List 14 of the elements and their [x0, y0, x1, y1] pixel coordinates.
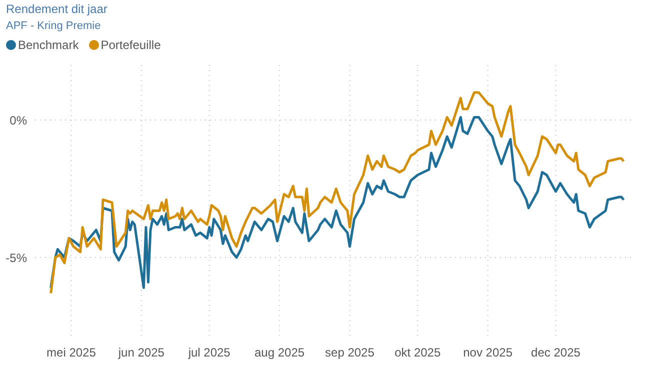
y-tick-label: -5% [6, 250, 28, 265]
legend-label: Portefeuille [100, 38, 161, 52]
x-tick-label: aug 2025 [254, 346, 305, 360]
chart-title: Rendement dit jaar [6, 2, 108, 16]
x-tick-label: mei 2025 [46, 346, 96, 360]
x-tick-label: jul 2025 [187, 346, 231, 360]
x-tick-label: dec 2025 [531, 346, 581, 360]
chart-subtitle: APF - Kring Premie [6, 20, 102, 32]
x-tick-label: okt 2025 [394, 346, 441, 360]
x-tick-label: sep 2025 [325, 346, 375, 360]
x-tick-label: nov 2025 [463, 346, 513, 360]
legend-label: Benchmark [17, 38, 79, 52]
y-tick-label: 0% [10, 113, 28, 128]
x-tick-label: jun 2025 [117, 346, 165, 360]
